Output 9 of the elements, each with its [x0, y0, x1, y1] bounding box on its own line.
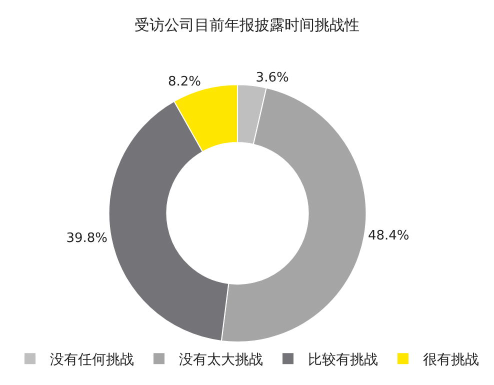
legend-label: 没有太大挑战: [179, 352, 263, 368]
legend-label: 比较有挑战: [308, 352, 378, 368]
data-label: 3.6%: [256, 70, 289, 86]
data-label: 8.2%: [168, 74, 201, 90]
legend-label: 很有挑战: [423, 352, 479, 368]
legend-label: 没有任何挑战: [50, 352, 134, 368]
data-label: 39.8%: [66, 230, 108, 246]
data-label: 48.4%: [368, 228, 410, 244]
chart-title: 受访公司目前年报披露时间挑战性: [134, 16, 360, 34]
